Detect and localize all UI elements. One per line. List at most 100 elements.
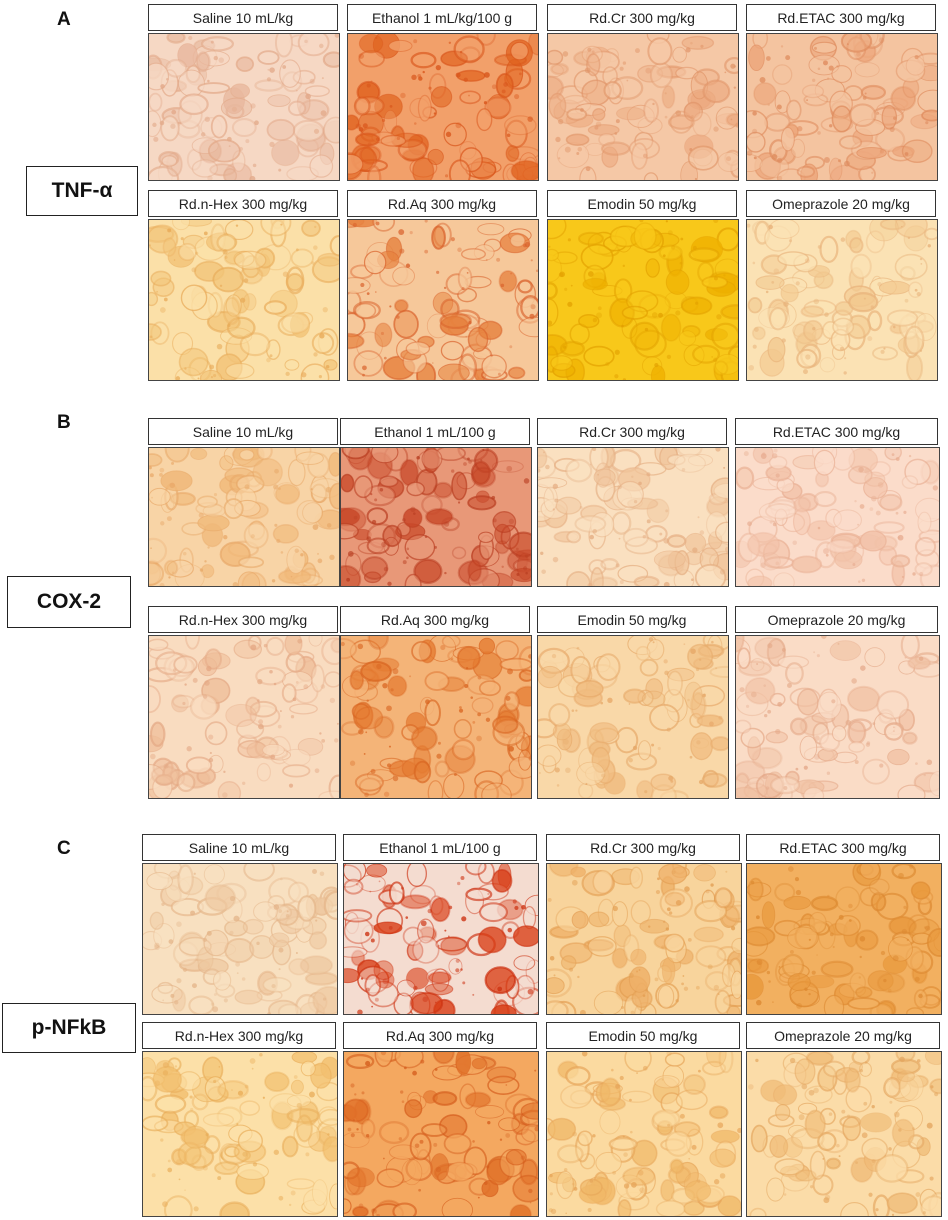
stain-dot — [713, 357, 718, 363]
stain-dot — [476, 735, 482, 742]
stain-dot — [626, 79, 629, 82]
treatment-label: Rd.ETAC 300 mg/kg — [746, 834, 940, 861]
stain-dot — [824, 312, 829, 317]
stain-dot — [893, 116, 897, 120]
stain-dot — [803, 765, 808, 770]
stain-dot — [505, 1084, 508, 1086]
tissue-cell — [616, 480, 644, 508]
tissue-cell — [189, 693, 219, 720]
stain-dot — [571, 1182, 575, 1186]
stain-dot — [322, 307, 328, 313]
stain-dot — [507, 927, 513, 933]
tissue-cell — [780, 126, 795, 152]
stain-dot — [866, 741, 871, 745]
tissue-cell — [669, 1158, 685, 1175]
stain-dot — [383, 566, 389, 572]
stain-dot — [235, 224, 239, 227]
tissue-cell — [593, 990, 624, 1014]
stain-dot — [402, 518, 406, 522]
tissue-cell — [512, 1174, 538, 1203]
stain-dot — [792, 540, 797, 545]
tissue-cell — [392, 266, 415, 286]
stain-dot — [612, 905, 618, 912]
tissue-cell — [474, 780, 500, 798]
stain-dot — [564, 287, 568, 291]
tissue-cell — [905, 353, 924, 380]
stain-dot — [715, 667, 718, 670]
tissue-cell — [301, 220, 321, 237]
stain-dot — [914, 55, 919, 60]
stain-dot — [760, 453, 767, 459]
stain-dot — [925, 121, 929, 125]
tissue-cell — [767, 336, 786, 363]
tissue-cell — [838, 135, 863, 150]
tissue-cell — [587, 50, 620, 73]
panel-letter-c: C — [57, 838, 71, 859]
stain-dot — [477, 675, 482, 680]
stain-dot — [654, 977, 659, 982]
stain-dot — [683, 986, 689, 991]
tissue-cell — [872, 1194, 891, 1216]
tissue-cell — [212, 970, 232, 991]
stain-dot — [204, 116, 210, 122]
stain-dot — [871, 1159, 876, 1163]
tissue-cell — [234, 989, 263, 1005]
tissue-cell — [204, 1076, 226, 1102]
stain-dot — [435, 1166, 442, 1173]
tissue-cell — [507, 366, 526, 380]
stain-dot — [651, 743, 655, 747]
stain-dot — [926, 1122, 933, 1129]
stain-dot — [236, 1123, 239, 1126]
stain-dot — [341, 641, 345, 647]
stain-dot — [295, 680, 299, 684]
stain-dot — [210, 40, 214, 44]
stain-dot — [735, 122, 738, 128]
tissue-cell — [399, 894, 431, 910]
tissue-cell — [621, 305, 649, 320]
tissue-cell — [879, 220, 906, 231]
tissue-stain-graphic — [538, 636, 728, 798]
stain-dot — [374, 498, 378, 502]
treatment-label: Rd.n-Hex 300 mg/kg — [142, 1022, 336, 1049]
tissue-cell — [467, 559, 482, 582]
stain-dot — [457, 881, 461, 886]
treatment-label: Ethanol 1 mL/100 g — [343, 834, 537, 861]
tissue-cell — [630, 948, 647, 966]
tissue-cell — [375, 971, 395, 989]
tissue-cell — [252, 457, 283, 487]
tissue-cell — [695, 945, 727, 968]
stain-dot — [848, 903, 853, 909]
stain-dot — [771, 280, 775, 284]
tissue-cell — [360, 1118, 376, 1139]
stain-dot — [229, 895, 236, 902]
stain-dot — [680, 237, 684, 241]
tissue-cell — [652, 1109, 681, 1129]
stain-dot — [444, 929, 447, 932]
micrograph-image — [347, 33, 539, 181]
tissue-cell — [225, 362, 255, 379]
tissue-cell — [709, 1148, 736, 1168]
tissue-cell — [328, 482, 339, 510]
stain-dot — [681, 468, 686, 472]
stain-dot — [682, 975, 685, 977]
stain-dot — [223, 770, 226, 774]
stain-dot — [258, 723, 264, 730]
stain-dot — [460, 968, 463, 971]
tissue-cell — [149, 62, 170, 91]
stain-dot — [300, 553, 304, 557]
tissue-cell — [793, 496, 812, 513]
tissue-cell — [286, 1094, 311, 1108]
tissue-cell — [299, 955, 333, 976]
tissue-cell — [560, 955, 577, 970]
stain-dot — [689, 148, 693, 151]
stain-dot — [218, 1066, 221, 1068]
tissue-cell — [848, 103, 877, 128]
stain-dot — [694, 177, 698, 180]
micrograph-cell: Rd.ETAC 300 mg/kg — [746, 834, 942, 1015]
tissue-stain-graphic — [344, 1052, 538, 1216]
tissue-cell — [635, 779, 654, 798]
stain-dot — [184, 367, 187, 370]
stain-dot — [783, 1193, 787, 1196]
tissue-cell — [714, 521, 728, 544]
stain-dot — [166, 77, 169, 81]
